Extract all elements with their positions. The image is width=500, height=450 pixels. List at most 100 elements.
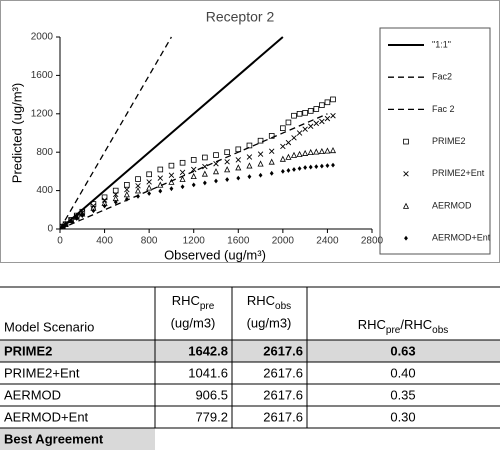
marker-cross xyxy=(280,143,286,150)
marker-square xyxy=(257,137,264,144)
marker-cross xyxy=(124,186,130,193)
marker-triangle xyxy=(279,155,286,162)
marker-cross xyxy=(157,175,164,181)
marker-triangle xyxy=(313,148,320,155)
marker-cross xyxy=(307,123,314,129)
marker-diamond xyxy=(319,163,324,169)
x-tick-label: 2400 xyxy=(316,236,339,247)
marker-diamond xyxy=(225,177,230,182)
marker-cross xyxy=(246,154,253,160)
marker-triangle xyxy=(201,170,208,177)
highlight-key xyxy=(0,428,155,450)
marker-triangle xyxy=(212,168,220,175)
header-base: RHC xyxy=(247,293,275,308)
marker-square xyxy=(268,133,275,139)
marker-square xyxy=(224,149,230,156)
marker-diamond xyxy=(169,186,174,192)
marker-cross xyxy=(179,169,186,176)
marker-triangle xyxy=(257,160,264,167)
marker-square xyxy=(285,119,292,126)
marker-cross xyxy=(235,157,242,163)
marker-triangle xyxy=(246,162,253,169)
table-cell: 0.35 xyxy=(390,387,415,402)
marker-cross xyxy=(268,148,275,154)
marker-square xyxy=(291,112,297,119)
marker-diamond xyxy=(331,162,335,168)
marker-square xyxy=(319,102,325,108)
marker-square xyxy=(313,106,320,112)
legend-label: PRIME2+Ent xyxy=(432,168,485,178)
marker-cross xyxy=(291,135,297,141)
highlight-row xyxy=(0,340,500,362)
header-unit: (ug/m3) xyxy=(247,315,292,330)
marker-triangle xyxy=(235,164,242,171)
header-base: /RHC xyxy=(400,317,432,332)
header-cell: RHCpre xyxy=(172,293,215,311)
marker-diamond xyxy=(269,170,274,176)
x-tick-label: 800 xyxy=(141,236,158,247)
marker-diamond xyxy=(214,178,218,184)
series-line xyxy=(59,36,284,230)
header-cell: RHCpre/RHCobs xyxy=(358,317,449,335)
marker-cross xyxy=(257,151,264,157)
header-base: RHC xyxy=(172,293,200,308)
marker-cross xyxy=(146,179,152,185)
marker-square xyxy=(202,154,208,161)
marker-triangle xyxy=(146,184,153,191)
marker-square xyxy=(330,96,336,103)
marker-diamond xyxy=(113,199,118,205)
y-axis-title: Predicted (ug/m³) xyxy=(9,83,24,183)
marker-square xyxy=(213,152,219,158)
chart-title: Receptor 2 xyxy=(206,9,275,25)
marker-square xyxy=(146,171,152,178)
marker-square xyxy=(168,162,175,169)
header-sub: obs xyxy=(432,325,448,336)
header-cell: Model Scenario xyxy=(4,319,94,334)
table-cell: PRIME2+Ent xyxy=(4,365,80,380)
marker-cross xyxy=(168,172,175,178)
table: Model ScenarioRHCpre(ug/m3)RHCobs(ug/m3)… xyxy=(0,286,500,450)
marker-cross xyxy=(302,126,308,132)
legend-label: PRIME2 xyxy=(432,136,466,146)
legend-swatch xyxy=(404,235,408,241)
header-sub: pre xyxy=(386,325,401,336)
x-axis-title: Observed (ug/m³) xyxy=(164,247,266,262)
legend-swatch xyxy=(402,202,410,209)
marker-triangle xyxy=(324,147,331,154)
marker-triangle xyxy=(190,172,197,179)
marker-diamond xyxy=(180,184,185,190)
table-cell: 0.63 xyxy=(390,343,415,358)
marker-diamond xyxy=(147,191,152,196)
legend-label: AERMOD xyxy=(432,200,472,210)
table-cell: 2617.6 xyxy=(263,365,303,380)
marker-cross xyxy=(319,118,325,125)
marker-cross xyxy=(313,120,320,127)
marker-cross xyxy=(202,163,208,170)
table-cell: AERMOD xyxy=(4,387,61,402)
series-line xyxy=(59,36,172,230)
marker-diamond xyxy=(303,165,308,170)
marker-diamond xyxy=(314,164,319,169)
marker-square xyxy=(112,187,119,194)
marker-diamond xyxy=(158,188,163,194)
marker-cross xyxy=(190,166,197,173)
marker-diamond xyxy=(136,193,140,199)
marker-square xyxy=(296,111,303,117)
marker-square xyxy=(124,182,130,188)
marker-diamond xyxy=(292,167,296,172)
marker-triangle xyxy=(307,148,314,155)
marker-triangle xyxy=(296,150,303,157)
marker-triangle xyxy=(268,158,275,165)
marker-cross xyxy=(135,183,141,189)
x-tick-label: 2800 xyxy=(361,236,384,247)
marker-cross xyxy=(213,161,219,167)
marker-square xyxy=(280,125,286,132)
marker-square xyxy=(157,166,164,173)
table-cell: 0.30 xyxy=(390,409,415,424)
marker-triangle xyxy=(329,146,337,154)
marker-triangle xyxy=(318,147,325,155)
table-cell: 0.40 xyxy=(390,365,415,380)
marker-diamond xyxy=(280,169,285,174)
marker-square xyxy=(302,110,308,116)
